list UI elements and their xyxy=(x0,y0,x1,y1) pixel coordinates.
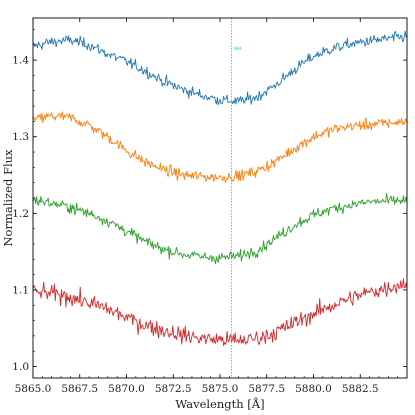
x-axis-ticks: 5865.0 5867.5 5870.0 5872.5 5875.0 5877.5 5880… xyxy=(15,18,408,395)
x-tick-label: 5865.0 xyxy=(15,383,52,395)
plot-frame xyxy=(32,17,408,379)
x-tick-label: 5872.5 xyxy=(155,383,192,395)
x-tick-label: 5880.0 xyxy=(295,383,332,395)
y-tick-label: 1.4 xyxy=(12,55,29,67)
x-tick-label: 5867.5 xyxy=(61,383,98,395)
series-layer xyxy=(32,30,408,346)
x-tick-label: 5870.0 xyxy=(108,383,145,395)
spectrum-series-4 xyxy=(32,278,408,346)
x-tick-label: 5875.0 xyxy=(202,383,239,395)
spectrum-series-3 xyxy=(32,192,408,265)
y-axis-label: Normalized Flux xyxy=(1,149,15,247)
x-axis-label: Wavelength [Å] xyxy=(175,397,264,411)
annotation-label: HeI xyxy=(234,46,241,52)
x-tick-label: 5882.5 xyxy=(342,383,379,395)
y-tick-label: 1.0 xyxy=(12,361,29,373)
axes-layer xyxy=(32,17,408,379)
spectrum-series-2 xyxy=(32,111,408,184)
annotation-layer: HeI xyxy=(231,18,241,378)
spectrum-series-1 xyxy=(32,30,408,106)
y-axis-ticks: 1.0 1.1 1.2 1.3 1.4 xyxy=(12,29,407,373)
y-tick-label: 1.3 xyxy=(12,131,29,143)
y-tick-label: 1.2 xyxy=(12,208,29,220)
x-tick-label: 5877.5 xyxy=(248,383,285,395)
y-tick-label: 1.1 xyxy=(12,284,29,296)
